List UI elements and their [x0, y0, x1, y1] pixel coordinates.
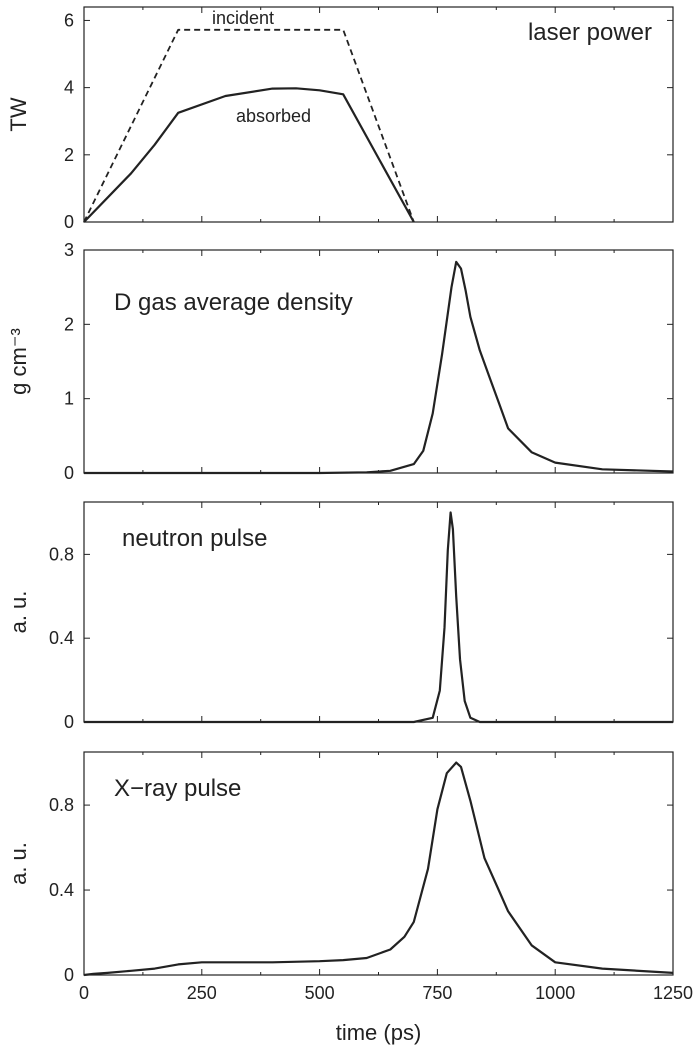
panel-title: laser power [528, 19, 652, 46]
y-tick-label: 0.4 [49, 880, 74, 900]
panel-title: neutron pulse [122, 525, 267, 552]
y-tick-label: 0 [64, 965, 74, 985]
y-tick-label: 0 [64, 712, 74, 732]
series-line-1 [84, 260, 674, 475]
panel-3: 0 0.4 0.8 a. u. neutron pulse [6, 501, 674, 732]
x-tick-label: 250 [187, 983, 217, 1003]
panel-4: 0 250 500 750 1000 1250 0 0.4 0.8 a. u. time (ps) X… [6, 751, 693, 1045]
y-tick-label: 0 [64, 212, 74, 232]
y-tick-label: 0.8 [49, 795, 74, 815]
y-tick-label: 4 [64, 78, 74, 98]
y-tick-label: 0.8 [49, 544, 74, 564]
x-tick-label: 500 [305, 983, 335, 1003]
y-tick-label: 1 [64, 389, 74, 409]
series-line-1 [84, 511, 673, 724]
y-tick-label: 3 [64, 240, 74, 260]
series-line-1 [83, 28, 415, 223]
panel-2: 0 1 2 3 g cm⁻³ D gas average density [6, 240, 674, 483]
panel-title: X−ray pulse [114, 775, 241, 802]
x-tick-label: 750 [422, 983, 452, 1003]
plot-frame [83, 249, 674, 474]
x-tick-label: 0 [79, 983, 89, 1003]
y-axis-label: a. u. [6, 591, 31, 634]
y-axis-label: g cm⁻³ [6, 328, 31, 395]
y-tick-label: 6 [64, 10, 74, 30]
panel-1: 0 2 4 6 TW laser power incident absorbed [6, 6, 674, 232]
series-line-2 [83, 87, 415, 223]
x-axis-label: time (ps) [336, 1020, 422, 1045]
y-tick-label: 2 [64, 145, 74, 165]
panel-title: D gas average density [114, 289, 353, 316]
annotation-incident: incident [212, 8, 274, 28]
y-tick-label: 0.4 [49, 628, 74, 648]
x-tick-label: 1000 [535, 983, 575, 1003]
y-tick-label: 2 [64, 314, 74, 334]
annotation-absorbed: absorbed [236, 106, 311, 126]
series-line-1 [83, 761, 674, 977]
y-tick-label: 0 [64, 463, 74, 483]
y-axis-label: TW [6, 97, 31, 131]
x-tick-label: 1250 [653, 983, 693, 1003]
y-axis-label: a. u. [6, 842, 31, 885]
